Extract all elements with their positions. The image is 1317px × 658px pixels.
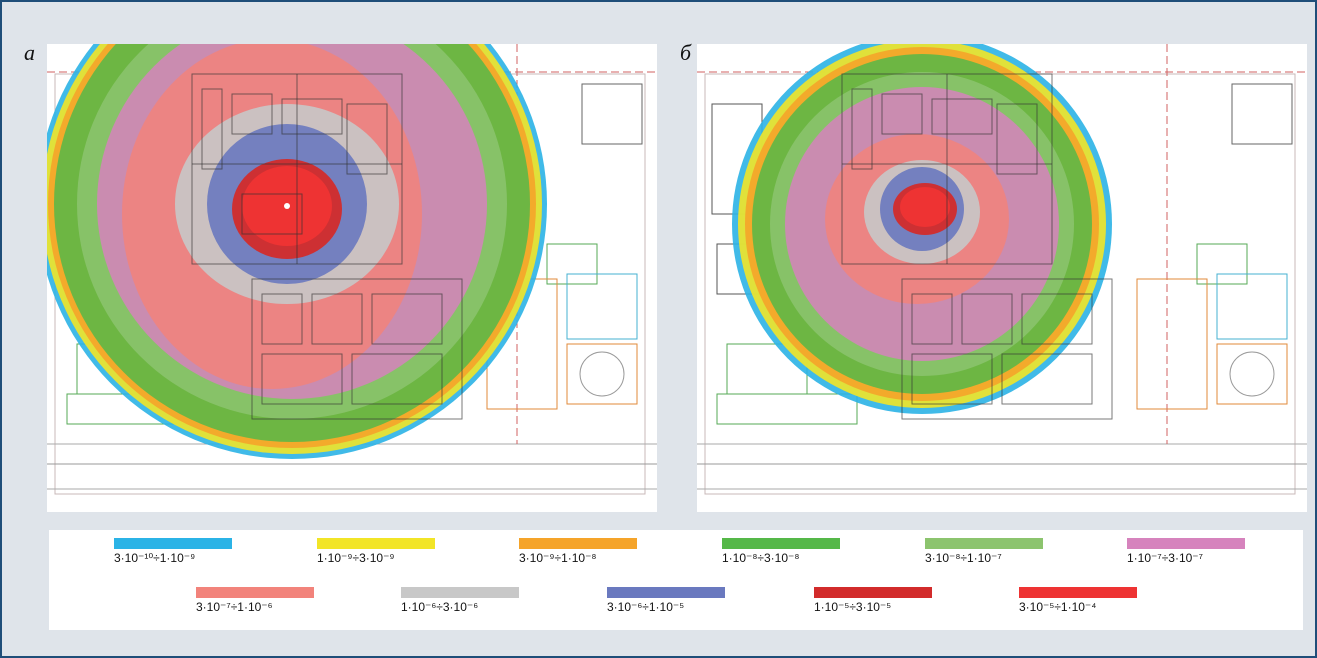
panel-label-b: б: [680, 40, 692, 65]
legend-swatch: [607, 587, 725, 598]
risk-zones-b: [732, 44, 1112, 414]
risk-map-a: [47, 44, 657, 512]
risk-map-b: [697, 44, 1307, 512]
site-buildings-b: [841, 73, 1113, 420]
legend-swatch: [814, 587, 932, 598]
legend-swatch: [401, 587, 519, 598]
site-buildings-a: [191, 73, 463, 420]
legend-label: 1·10⁻⁷÷3·10⁻⁷: [1127, 551, 1203, 565]
risk-map-a-svg: [47, 44, 657, 495]
legend-label: 1·10⁻⁸÷3·10⁻⁸: [722, 551, 800, 565]
legend-label: 1·10⁻⁹÷3·10⁻⁹: [317, 551, 395, 565]
legend-label: 3·10⁻⁷÷1·10⁻⁶: [196, 600, 273, 614]
legend-label: 1·10⁻⁵÷3·10⁻⁵: [814, 600, 892, 614]
legend: 3·10⁻¹⁰÷1·10⁻⁹ 1·10⁻⁹÷3·10⁻⁹ 3·10⁻⁹÷1·10…: [49, 530, 1303, 630]
legend-label: 1·10⁻⁶÷3·10⁻⁶: [401, 600, 479, 614]
legend-swatch: [196, 587, 314, 598]
legend-swatch: [1019, 587, 1137, 598]
legend-swatch: [722, 538, 840, 549]
legend-swatch: [519, 538, 637, 549]
legend-label: 3·10⁻¹⁰÷1·10⁻⁹: [114, 551, 196, 565]
release-point-a: [284, 203, 290, 209]
legend-label: 3·10⁻⁹÷1·10⁻⁸: [519, 551, 597, 565]
legend-swatch: [114, 538, 232, 549]
legend-swatch: [925, 538, 1043, 549]
legend-swatch: [1127, 538, 1245, 549]
legend-label: 3·10⁻⁶÷1·10⁻⁵: [607, 600, 685, 614]
legend-label: 3·10⁻⁵÷1·10⁻⁴: [1019, 600, 1097, 614]
risk-map-b-svg: [697, 44, 1307, 495]
panel-label-a: a: [24, 40, 35, 65]
legend-swatch: [317, 538, 435, 549]
risk-zones-a: [47, 44, 547, 459]
legend-label: 3·10⁻⁸÷1·10⁻⁷: [925, 551, 1002, 565]
